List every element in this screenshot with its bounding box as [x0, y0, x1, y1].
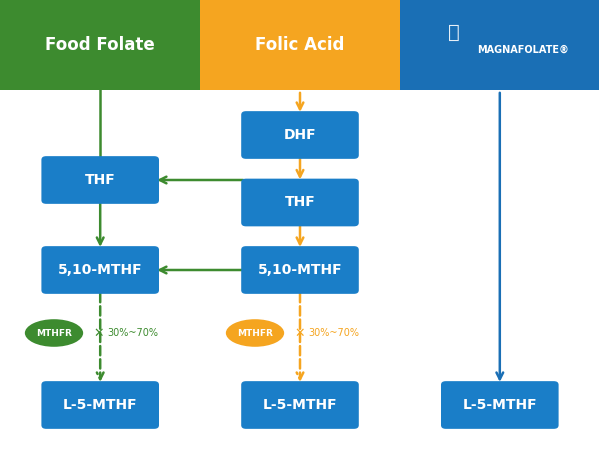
FancyBboxPatch shape: [241, 381, 359, 429]
FancyBboxPatch shape: [41, 246, 159, 294]
FancyBboxPatch shape: [241, 179, 359, 226]
Text: L-5-MTHF: L-5-MTHF: [463, 398, 537, 412]
Text: THF: THF: [284, 195, 316, 210]
Text: ✕: ✕: [94, 327, 104, 339]
FancyBboxPatch shape: [41, 381, 159, 429]
FancyBboxPatch shape: [0, 0, 200, 90]
Text: DHF: DHF: [284, 128, 316, 142]
FancyBboxPatch shape: [241, 246, 359, 294]
Text: MTHFR: MTHFR: [237, 328, 273, 338]
Text: 5,10-MTHF: 5,10-MTHF: [257, 263, 343, 277]
Text: 30%~70%: 30%~70%: [108, 328, 159, 338]
FancyBboxPatch shape: [200, 0, 400, 90]
Text: 30%~70%: 30%~70%: [309, 328, 360, 338]
Text: Food Folate: Food Folate: [45, 36, 155, 54]
Text: MAGNAFOLATE®: MAGNAFOLATE®: [478, 45, 569, 54]
Text: MTHFR: MTHFR: [36, 328, 72, 338]
Ellipse shape: [24, 319, 84, 347]
Text: ✕: ✕: [295, 327, 305, 339]
FancyBboxPatch shape: [41, 156, 159, 204]
FancyBboxPatch shape: [400, 0, 599, 90]
FancyBboxPatch shape: [441, 381, 559, 429]
Text: THF: THF: [85, 173, 116, 187]
Text: L-5-MTHF: L-5-MTHF: [263, 398, 337, 412]
Text: L-5-MTHF: L-5-MTHF: [63, 398, 137, 412]
FancyBboxPatch shape: [241, 111, 359, 159]
Ellipse shape: [225, 319, 285, 347]
Text: 5,10-MTHF: 5,10-MTHF: [58, 263, 143, 277]
Text: Folic Acid: Folic Acid: [255, 36, 344, 54]
Text: 🐟: 🐟: [448, 22, 460, 41]
